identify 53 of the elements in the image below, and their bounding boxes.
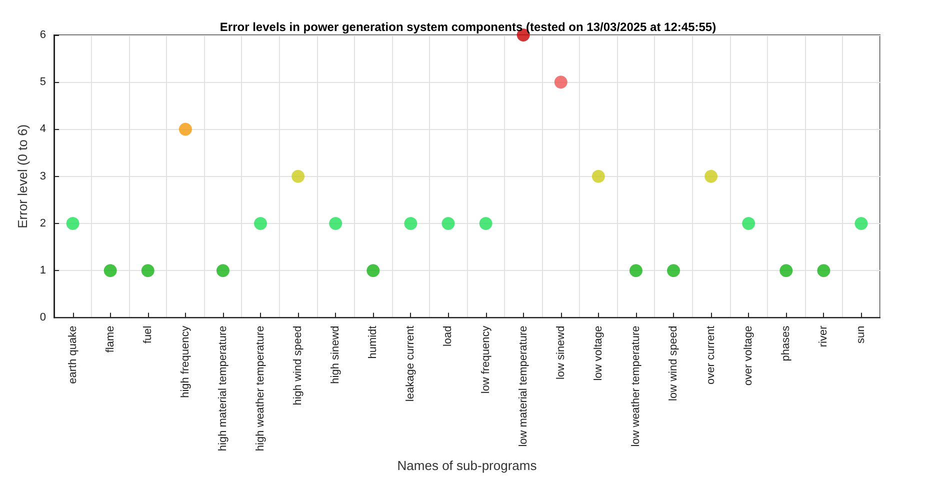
x-tick-label: over current bbox=[705, 326, 718, 384]
x-tick-label: fuel bbox=[142, 326, 154, 344]
point bbox=[104, 264, 117, 278]
x-tick-label: low voltage bbox=[592, 326, 604, 381]
point bbox=[254, 217, 268, 230]
x-tick-label: river bbox=[818, 325, 830, 348]
x-tick-label: low sinewd bbox=[554, 326, 567, 380]
point bbox=[66, 217, 80, 230]
y-tick-label: 3 bbox=[40, 170, 46, 182]
x-tick-label: humidt bbox=[367, 326, 380, 359]
x-tick-label: low weather temperature bbox=[630, 326, 642, 447]
x-tick-label: sun bbox=[855, 326, 868, 344]
point bbox=[817, 264, 830, 278]
x-tick-label: low wind speed bbox=[668, 326, 680, 401]
point bbox=[592, 170, 605, 183]
point bbox=[366, 264, 380, 278]
point bbox=[404, 217, 418, 230]
point bbox=[854, 217, 868, 230]
y-tick-label: 5 bbox=[40, 76, 46, 88]
point bbox=[141, 264, 154, 278]
x-tick-label: high weather temperature bbox=[254, 326, 267, 452]
point bbox=[554, 76, 568, 89]
x-tick-label: low frequency bbox=[480, 325, 492, 394]
point bbox=[629, 264, 642, 278]
point bbox=[479, 217, 492, 230]
x-tick-label: load bbox=[442, 326, 454, 347]
y-tick-label: 0 bbox=[40, 312, 46, 324]
point bbox=[442, 217, 455, 230]
x-tick-label: phases bbox=[780, 325, 792, 362]
x-tick-label: high frequency bbox=[179, 325, 192, 398]
x-tick-label: low material temperature bbox=[517, 326, 530, 447]
x-tick-label: earth quake bbox=[66, 326, 79, 384]
x-tick-label: over voltage bbox=[742, 326, 755, 386]
y-axis-title: Error level (0 to 6) bbox=[15, 124, 30, 228]
point bbox=[216, 264, 230, 278]
y-tick-label: 1 bbox=[40, 264, 46, 277]
x-tick-label: high material temperature bbox=[216, 326, 229, 452]
x-axis-title: Names of sub-programs bbox=[397, 458, 538, 473]
point bbox=[704, 170, 718, 183]
x-tick-label: high sinewd bbox=[330, 326, 342, 384]
chart-title: Error levels in power generation system components (tested on 13/03/2025 at 12:45:55) bbox=[220, 20, 716, 34]
x-tick-label: high wind speed bbox=[292, 326, 304, 406]
y-tick-label: 2 bbox=[40, 218, 46, 230]
x-tick-label: flame bbox=[104, 326, 116, 353]
point bbox=[178, 122, 192, 136]
point bbox=[292, 170, 305, 183]
point bbox=[780, 264, 793, 278]
point bbox=[329, 217, 342, 230]
y-tick-label: 4 bbox=[40, 123, 46, 136]
point bbox=[742, 217, 756, 230]
point bbox=[667, 264, 680, 278]
y-tick-label: 6 bbox=[40, 29, 46, 41]
x-tick-label: leakage current bbox=[404, 326, 417, 402]
